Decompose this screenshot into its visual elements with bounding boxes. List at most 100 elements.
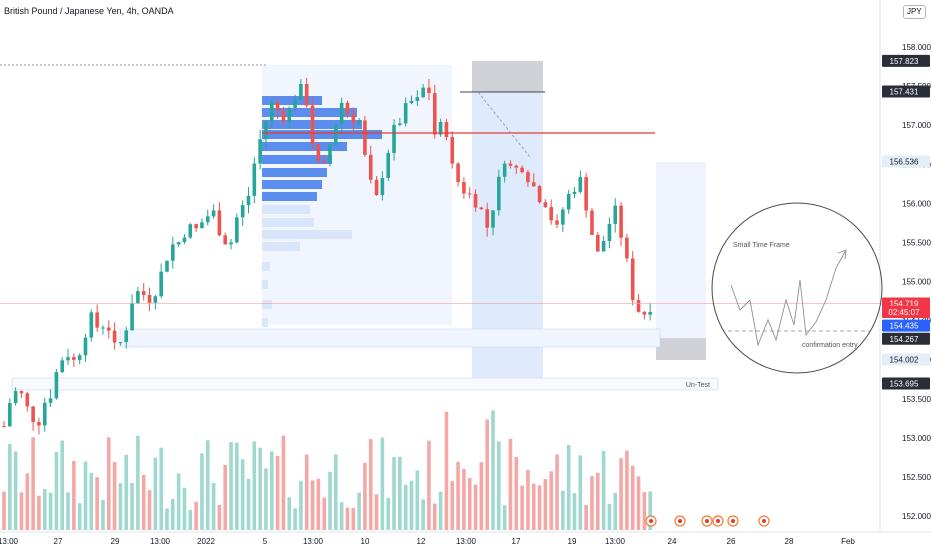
volume-bar	[95, 477, 99, 530]
candle-body	[572, 191, 577, 194]
candle-body	[473, 193, 478, 208]
volume-bar	[89, 472, 94, 530]
volume-bar	[275, 455, 280, 530]
small-time-frame-label: Small Time Frame	[733, 242, 790, 249]
volume-bar	[584, 504, 588, 530]
untest-label: Un-Test	[686, 382, 710, 389]
volume-bar	[83, 461, 88, 530]
candle-body	[549, 207, 554, 221]
volume-bar	[31, 437, 35, 530]
volume-bar	[374, 494, 379, 530]
volume-profile-bar	[262, 262, 270, 271]
candle-body	[537, 186, 542, 203]
candle-body	[456, 163, 460, 183]
volume-bar	[153, 457, 158, 530]
candle-body	[357, 120, 361, 123]
volume-bar	[205, 440, 210, 530]
volume-bar	[380, 437, 385, 530]
volume-bar	[112, 461, 117, 530]
candle-body	[147, 295, 152, 303]
candle-body	[386, 153, 391, 178]
candle-body	[479, 207, 484, 210]
candle-body	[19, 391, 24, 394]
volume-bar	[502, 505, 507, 530]
volume-bar	[240, 459, 245, 530]
candle-body	[339, 102, 344, 125]
candle-body	[595, 234, 600, 252]
y-tick-label: 153.000	[902, 434, 931, 443]
volume-bar	[287, 497, 292, 530]
volume-bar	[485, 419, 489, 530]
candle-body	[240, 205, 245, 218]
target-stop-zone	[656, 338, 706, 360]
candle-body	[642, 311, 647, 315]
candle-body	[77, 355, 82, 360]
candle-body	[112, 330, 117, 343]
volume-bar	[450, 481, 455, 530]
volume-bar	[54, 452, 59, 530]
volume-bar	[182, 487, 187, 530]
volume-bar	[462, 468, 466, 530]
price-tag-label: 157.431	[890, 87, 919, 96]
candle-body	[531, 182, 536, 187]
x-tick-label: 5	[263, 537, 268, 546]
volume-bar	[106, 437, 111, 530]
volume-bar	[141, 474, 146, 530]
volume-profile-bar	[262, 280, 268, 289]
candle-body	[421, 87, 425, 98]
volume-bar	[60, 440, 65, 530]
candle-body	[101, 327, 105, 329]
candle-body	[601, 241, 606, 252]
candle-body	[514, 165, 519, 168]
volume-bar	[473, 484, 478, 530]
candle-body	[182, 237, 187, 243]
candle-body	[153, 296, 158, 303]
candle-body	[37, 422, 41, 426]
support-zone	[119, 328, 661, 348]
volume-bar	[479, 462, 484, 530]
volume-bar	[252, 441, 257, 530]
price-tag	[882, 353, 930, 366]
candle-body	[2, 426, 6, 428]
candle-body	[171, 244, 175, 261]
annotation-circle	[711, 202, 883, 374]
volume-bar	[537, 485, 542, 530]
candle-body	[543, 202, 548, 208]
candle-body	[561, 209, 565, 225]
sketch-path	[730, 249, 847, 347]
candle-body	[485, 209, 489, 228]
price-tag	[882, 155, 930, 168]
x-tick-label: 13:00	[605, 537, 626, 546]
candle-body	[520, 167, 524, 173]
confirmation-entry-label: confirmation entry	[802, 342, 858, 349]
candle-body	[590, 210, 594, 235]
volume-bar	[223, 464, 228, 530]
candle-body	[31, 406, 35, 423]
price-tag	[882, 332, 930, 345]
volume-bar	[66, 492, 70, 530]
volume-profile-bar	[262, 300, 272, 309]
candle-body	[508, 163, 513, 166]
volume-bar	[491, 410, 495, 530]
candle-body	[13, 391, 18, 404]
y-tick-label: 156.000	[902, 199, 931, 208]
candle-body	[334, 124, 338, 145]
volume-bar	[77, 503, 82, 530]
volume-bar	[130, 483, 134, 530]
candle-body	[89, 312, 94, 338]
volume-bar	[613, 492, 618, 530]
currency-label[interactable]: JPY	[903, 5, 926, 19]
volume-profile-bar	[262, 96, 322, 105]
projection-arrow	[477, 91, 531, 158]
volume-bar	[19, 492, 24, 530]
candle-body	[124, 330, 129, 343]
volume-bar	[194, 501, 198, 530]
x-tick-label: 10	[361, 537, 370, 546]
x-tick-label: 26	[727, 537, 736, 546]
candle-body	[607, 223, 612, 242]
volume-bar	[235, 442, 239, 530]
volume-bar	[497, 441, 501, 530]
chart-title: British Pound / Japanese Yen, 4h, OANDA	[4, 6, 174, 16]
candle-body	[299, 83, 303, 100]
